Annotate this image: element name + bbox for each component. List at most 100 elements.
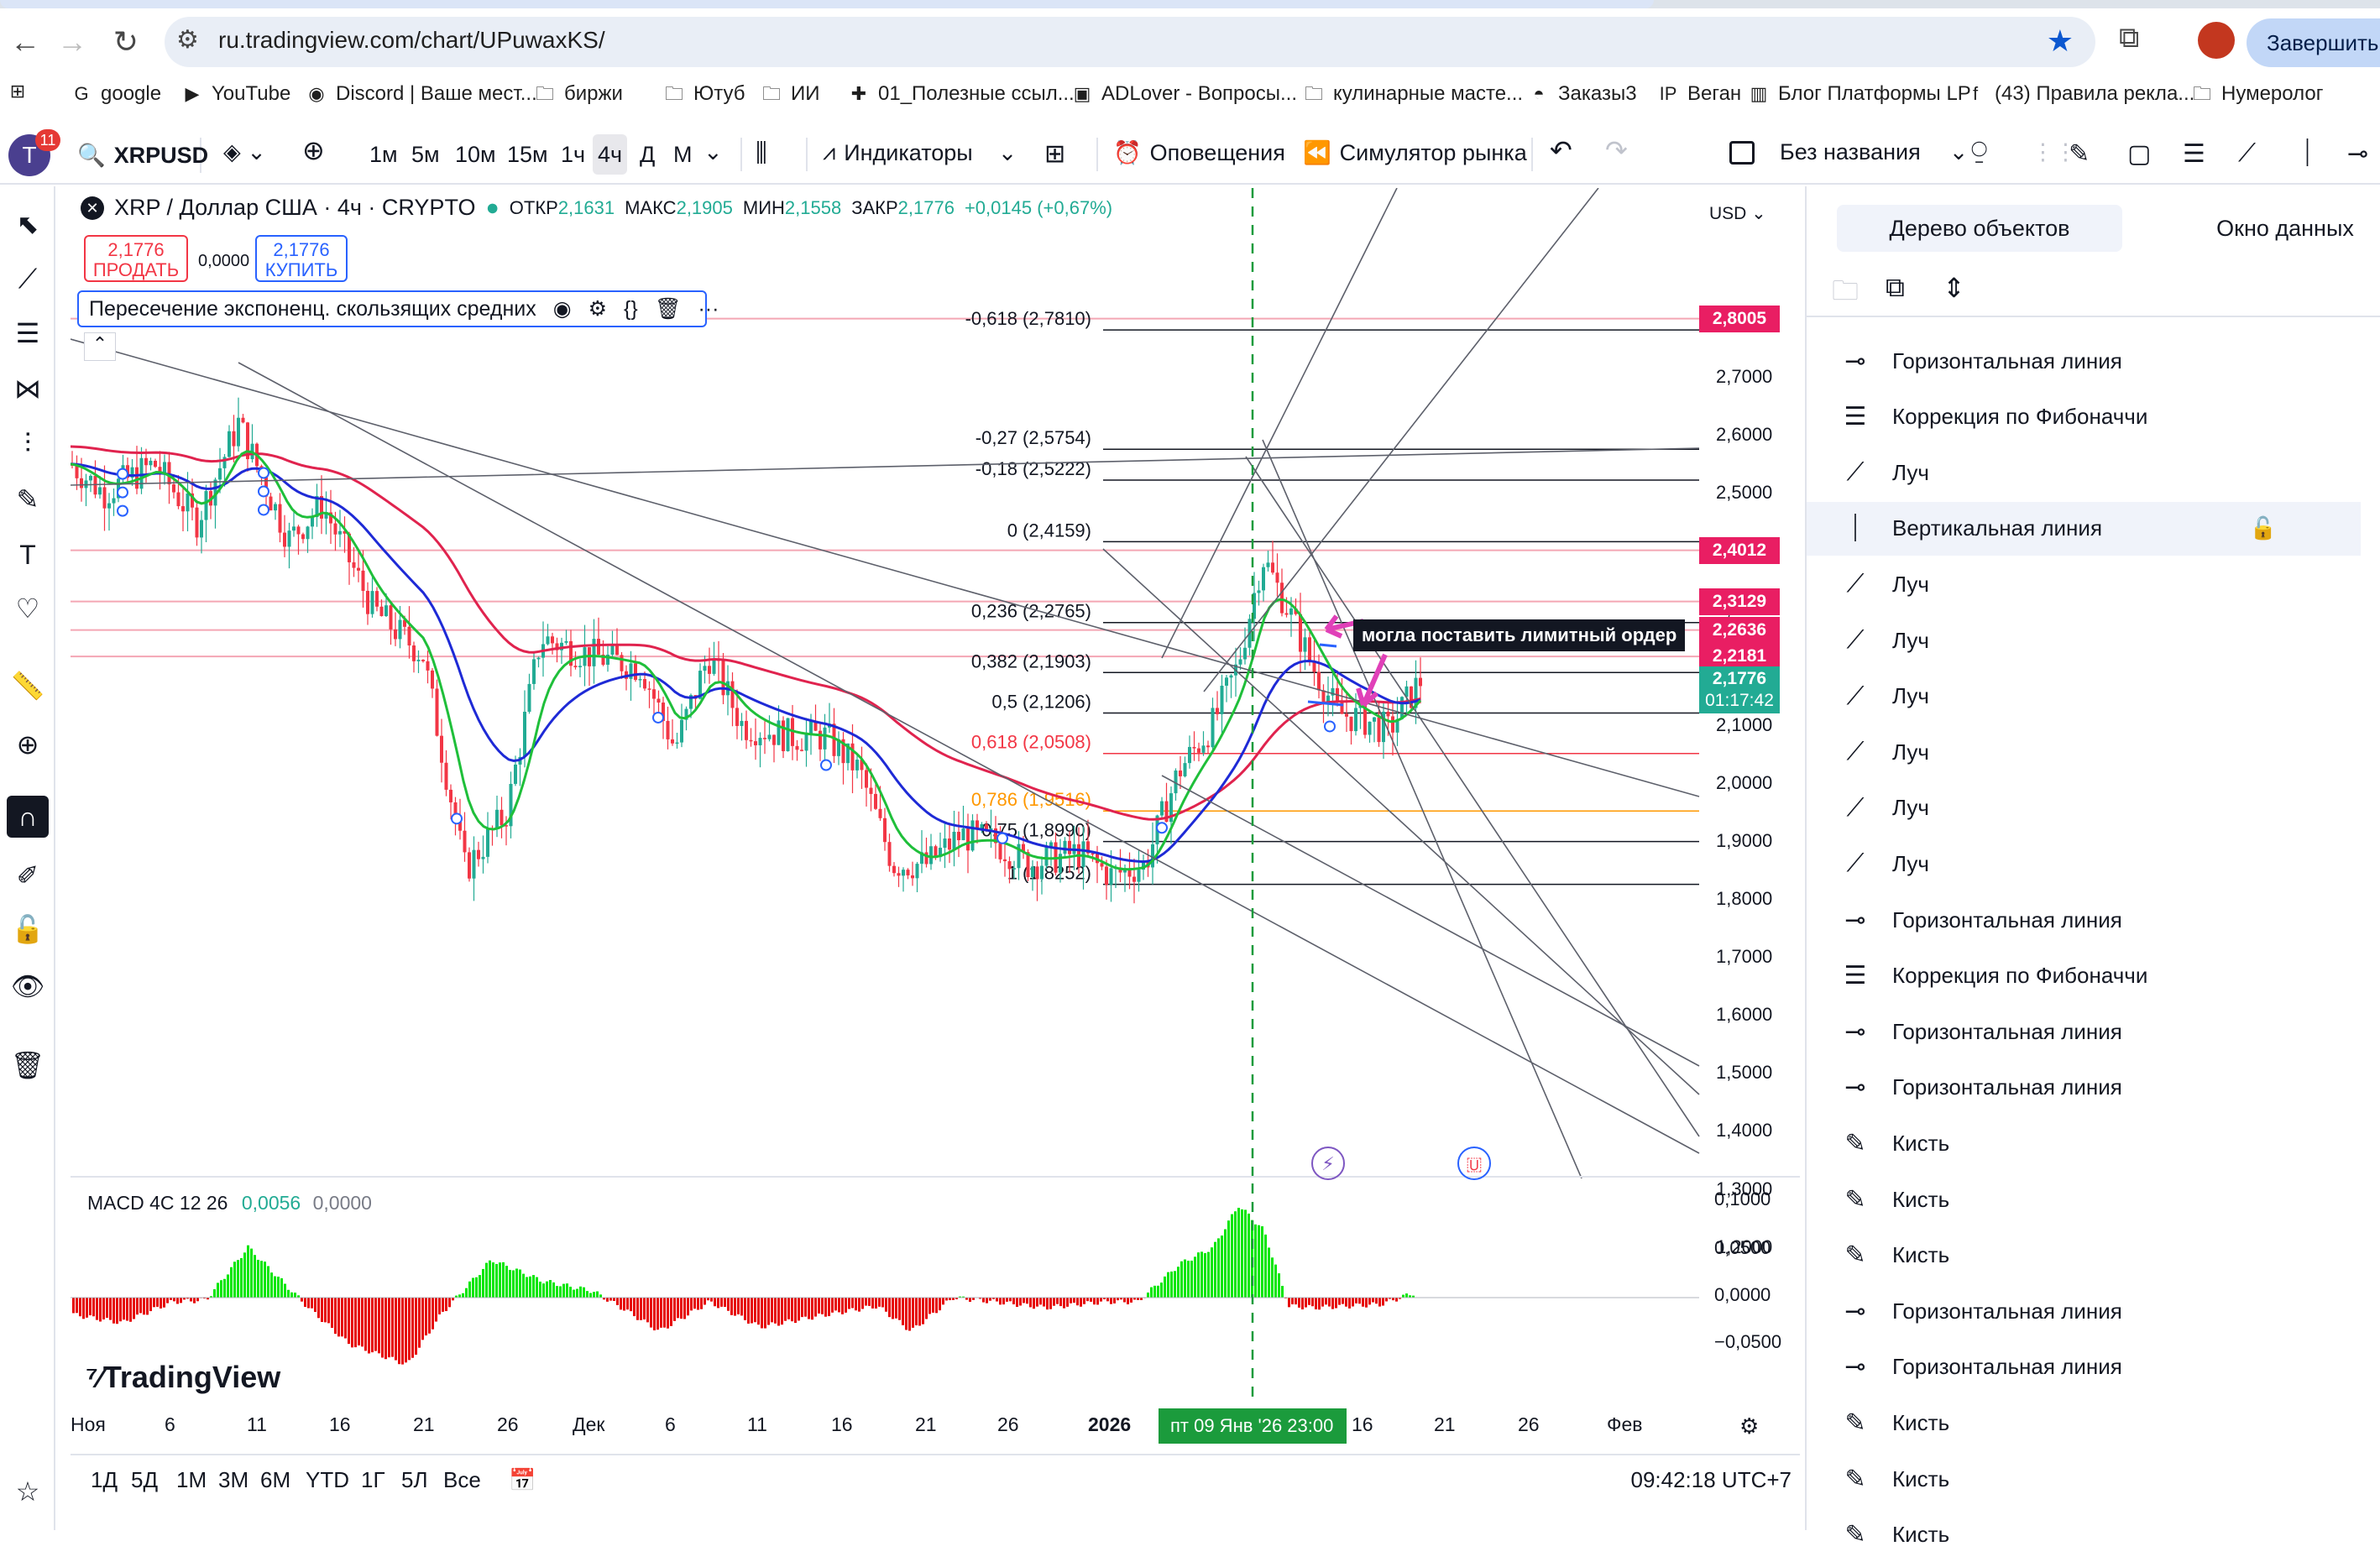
ema-cross-marker[interactable] <box>259 468 269 478</box>
ema-cross-marker[interactable] <box>653 713 663 723</box>
buy-button[interactable]: 2,1776 КУПИТЬ <box>255 235 348 282</box>
object-tree-item[interactable]: ✎Кисть <box>1837 1173 2380 1226</box>
bookmark-item[interactable]: 🗀биржи <box>534 82 623 106</box>
compare-add-icon[interactable]: ⊕ <box>302 134 325 166</box>
collapse-legend-chevron-up-icon[interactable]: ⌃ <box>84 332 116 361</box>
back-icon[interactable]: ← <box>5 22 45 62</box>
tab-object-tree[interactable]: Дерево объектов <box>1837 205 2122 252</box>
bookmark-item[interactable]: 🗀ИИ <box>761 82 820 106</box>
layouts-grid-icon[interactable]: ⊞ <box>1044 139 1065 169</box>
object-tree-item[interactable]: ✎Кисть <box>1837 1508 2380 1562</box>
main-price-chart[interactable]: -0,618 (2,7810)-0,27 (2,5754)-0,18 (2,52… <box>71 188 1800 1178</box>
object-tree-item[interactable]: ⏐Вертикальная линия🔓 <box>1807 502 2361 556</box>
undo-icon[interactable]: ↶ <box>1550 134 1572 166</box>
premium-diamond-icon[interactable]: ◈ ⌄ <box>223 139 266 165</box>
active-tab-edge[interactable] <box>0 0 1654 8</box>
text-icon[interactable]: T <box>7 534 49 576</box>
object-tree-item[interactable]: ⟋Луч <box>1837 781 2380 835</box>
ema-cross-marker[interactable] <box>118 469 128 479</box>
ema-cross-marker[interactable] <box>118 488 128 498</box>
ema-cross-marker[interactable] <box>259 504 269 515</box>
indicator-legend-item[interactable]: Пересечение экспоненц. скользящих средни… <box>77 290 707 327</box>
eye-icon[interactable]: 👁 <box>7 965 49 1007</box>
brush-mark[interactable] <box>1320 645 1336 646</box>
range-8[interactable]: Все <box>443 1467 481 1493</box>
object-tree-item[interactable]: ✎Кисть <box>1837 1396 2380 1450</box>
bookmark-item[interactable]: ◓Заказы3 <box>1528 82 1637 106</box>
ema-cross-marker[interactable] <box>997 833 1007 844</box>
more-dots-icon[interactable]: ··· <box>698 297 719 321</box>
ema-cross-marker[interactable] <box>1325 721 1335 731</box>
cursor-icon[interactable]: ⬉ <box>7 203 49 245</box>
object-tree-item[interactable]: ✎Кисть <box>1837 1116 2380 1170</box>
quick-search-icon[interactable]: ⍜ <box>1971 134 1987 166</box>
object-tree-item[interactable]: ⊸Горизонтальная линия <box>1837 1061 2380 1115</box>
ema-cross-marker[interactable] <box>259 486 269 496</box>
ema-mid-line[interactable] <box>71 464 1420 862</box>
extensions-icon[interactable]: ⧉ <box>2119 22 2139 55</box>
clone-icon[interactable]: ⧉ <box>1886 272 1905 304</box>
object-tree-item[interactable]: ⟋Луч <box>1837 837 2380 891</box>
timezone-clock[interactable]: 09:42:18 UTC+7 <box>1630 1467 1792 1493</box>
heart-icon[interactable]: ♡ <box>7 588 49 630</box>
ema-cross-marker[interactable] <box>452 813 462 823</box>
horizontal-line-tool-icon[interactable]: ⊸ <box>2347 139 2368 169</box>
timeframe-2[interactable]: 10м <box>450 134 501 175</box>
bookmark-item[interactable]: 🗀Ютуб <box>663 82 745 106</box>
bookmark-star-icon[interactable]: ★ <box>2047 24 2074 59</box>
trend-ray[interactable] <box>1162 188 1397 658</box>
go-to-date-calendar-icon[interactable]: 📅 <box>509 1467 536 1493</box>
magnet-icon[interactable]: ∩ <box>7 796 49 838</box>
object-tree-item[interactable]: ⊸Горизонтальная линия <box>1837 1284 2380 1338</box>
bookmark-item[interactable]: 🗀Нумеролог <box>2191 82 2323 106</box>
pattern-icon[interactable]: ⋈ <box>7 368 49 410</box>
settings-gear-icon[interactable]: ⚙ <box>588 296 607 321</box>
lock-icon[interactable]: 🔓 <box>2250 515 2277 541</box>
bookmark-item[interactable]: f(43) Правила рекла... <box>1964 82 2194 106</box>
timeframe-1[interactable]: 5м <box>406 134 445 175</box>
object-tree-item[interactable]: ⊸Горизонтальная линия <box>1837 334 2380 388</box>
timeframe-chevron-down-icon[interactable]: ⌄ <box>704 139 723 165</box>
lock-icon[interactable]: 🔓 <box>7 908 49 950</box>
vertical-line-tool-icon[interactable]: ⏐ <box>2300 139 2315 168</box>
trend-tool-icon[interactable]: ⟋ <box>2238 139 2256 168</box>
candle-type-icon[interactable]: ⫼ <box>756 139 767 168</box>
object-tree-item[interactable]: ☰Коррекция по Фибоначчи <box>1837 390 2380 444</box>
eye-icon[interactable]: ◉ <box>553 296 572 321</box>
range-0[interactable]: 1Д <box>91 1467 118 1493</box>
replay-button[interactable]: ⏪ Симулятор рынка <box>1303 139 1527 166</box>
finish-session-button[interactable]: Завершить об <box>2247 18 2380 67</box>
fib-tool-icon[interactable]: ☰ <box>2183 139 2205 169</box>
event-lightning-icon[interactable]: ⚡ <box>1311 1147 1345 1180</box>
symbol-search[interactable]: 🔍 XRPUSD <box>77 138 201 173</box>
ema-cross-marker[interactable] <box>118 506 128 516</box>
redo-icon[interactable]: ↷ <box>1605 134 1628 166</box>
macd-histogram[interactable] <box>72 1208 1418 1365</box>
bookmark-item[interactable]: ✚01_Полезные ссыл... <box>848 82 1075 106</box>
economic-event-flag-icon[interactable]: 🇺 <box>1457 1147 1491 1180</box>
timeframe-0[interactable]: 1м <box>364 134 403 175</box>
ema-cross-marker[interactable] <box>821 760 831 771</box>
sort-icon[interactable]: ⇕ <box>1943 272 1965 304</box>
fib-lines-icon[interactable]: ☰ <box>7 312 49 354</box>
new-folder-icon[interactable]: 🗀 <box>1832 272 1859 317</box>
trash-icon[interactable]: 🗑 <box>7 1044 49 1086</box>
object-tree-item[interactable]: ⟋Луч <box>1837 614 2380 667</box>
tab-data-window[interactable]: Окно данных <box>2159 205 2380 252</box>
brush-tool-icon[interactable]: ✎ <box>2069 139 2090 169</box>
address-bar[interactable]: ⚙ ru.tradingview.com/chart/UPuwaxKS/ ★ <box>165 17 2095 67</box>
object-tree-item[interactable]: ☰Коррекция по Фибоначчи <box>1837 949 2380 1003</box>
indicators-button[interactable]: ⩘ Индикаторы ⌄ <box>823 139 1017 166</box>
reload-icon[interactable]: ↻ <box>106 22 146 62</box>
object-tree-item[interactable]: ⟋Луч <box>1837 670 2380 724</box>
sell-button[interactable]: 2,1776 ПРОДАТЬ <box>84 235 188 282</box>
forward-icon[interactable]: → <box>52 22 92 62</box>
profile-avatar[interactable] <box>2198 22 2235 59</box>
timeframe-7[interactable]: М <box>668 134 698 175</box>
range-2[interactable]: 1М <box>176 1467 207 1493</box>
url-text[interactable]: ru.tradingview.com/chart/UPuwaxKS/ <box>218 27 605 54</box>
apps-grid-icon[interactable]: ⊞ <box>7 82 29 101</box>
trash-icon[interactable]: 🗑 <box>655 297 682 321</box>
